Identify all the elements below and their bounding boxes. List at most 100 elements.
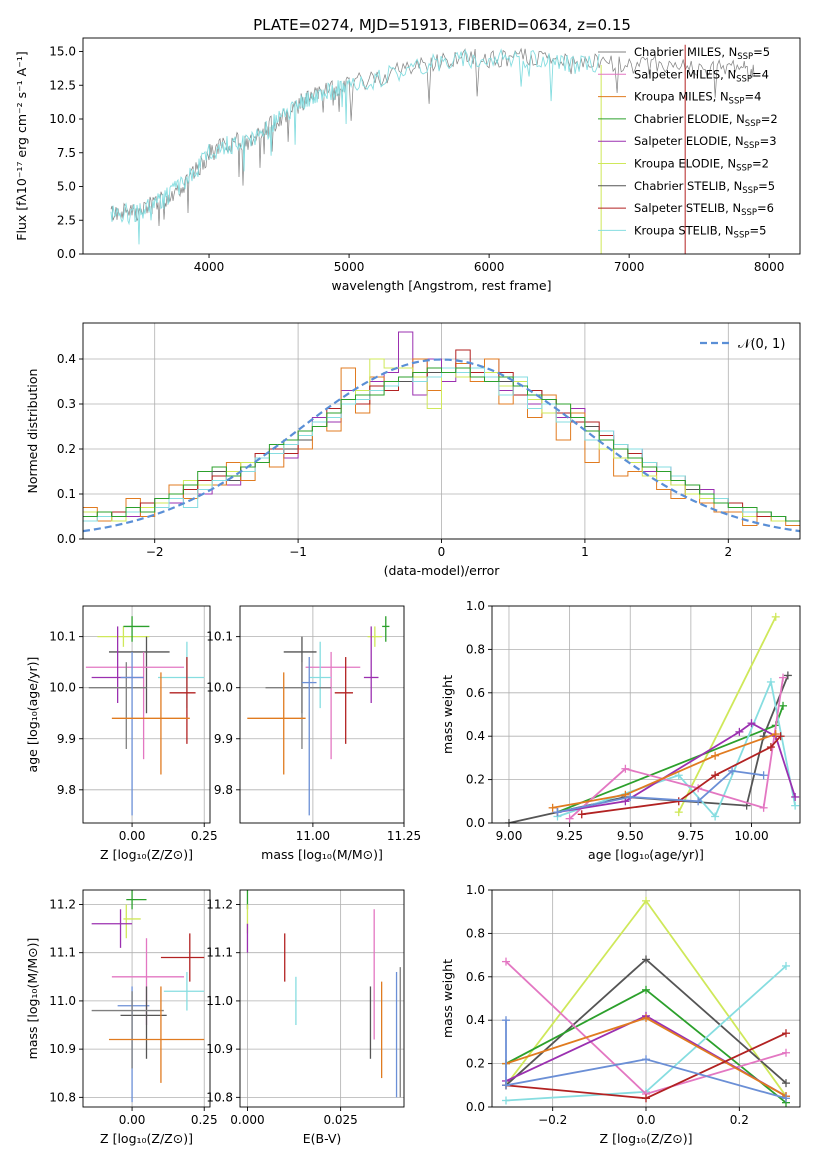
x-axis-label: Z [log₁₀(Z/Z⊙)] [600, 1131, 693, 1146]
legend-entry: Chabrier MILES, NSSP=5 [634, 45, 770, 62]
residual-histogram-panel: −2 −1 0 1 2 0.0 0.1 0.2 0.3 0.4 (data-model)/error… [25, 322, 801, 578]
histogram-steps [83, 367, 800, 539]
y-tick-label: 0.4 [466, 729, 485, 743]
plus-marker [766, 743, 775, 752]
y-axis-label: mass [log₁₀(M/M⊙)] [25, 938, 40, 1060]
y-tick-label: 0.4 [57, 352, 76, 366]
y-tick-label: 10.1 [206, 630, 233, 644]
plus-marker [779, 673, 788, 682]
error-bar-point [97, 626, 150, 647]
y-tick-label: 1.0 [466, 883, 485, 897]
y-tick-label: 0.0 [466, 1100, 485, 1114]
x-tick-label: 0.00 [119, 1113, 146, 1127]
y-tick-label: 15.0 [49, 45, 76, 59]
x-axis-label: wavelength [Angstrom, rest frame] [331, 278, 551, 293]
x-tick-label: 0.025 [323, 1113, 357, 1127]
x-axis-label: age [log₁₀(age/yr)] [588, 847, 704, 862]
y-axis-label: mass weight [440, 959, 455, 1038]
y-tick-label: 10.8 [49, 1090, 76, 1104]
y-tick-label: 0.0 [57, 532, 76, 546]
plus-marker [548, 803, 557, 812]
plus-marker [553, 808, 562, 817]
error-bar-point [305, 651, 361, 760]
y-tick-label: 10.0 [206, 681, 233, 695]
plot-area [83, 331, 800, 539]
x-tick-label: 11.00 [296, 829, 330, 843]
x-tick-label: 2 [724, 545, 732, 559]
error-bar-point [123, 616, 150, 642]
plus-marker [747, 719, 756, 728]
plus-marker [782, 1094, 790, 1103]
plus-marker [502, 1016, 510, 1025]
plus-marker [502, 1096, 510, 1105]
age-vs-mass-panel: 11.00 11.25 9.8 9.9 10.0 10.1 mass [log₁₀(M/M⊙… [206, 605, 421, 862]
axes-frame [82, 889, 211, 1108]
plus-marker [642, 955, 650, 964]
y-tick-label: 11.2 [206, 897, 233, 911]
plus-marker [621, 764, 630, 773]
y-tick-label: 5.0 [57, 180, 76, 194]
plot-area [502, 896, 790, 1107]
axes-frame [491, 605, 801, 824]
plus-marker [694, 797, 703, 806]
error-bar-point [283, 636, 317, 714]
x-axis-label: E(B-V) [303, 1131, 342, 1146]
plus-marker [711, 812, 720, 821]
error-bar-point [169, 657, 196, 744]
figure-title: PLATE=0274, MJD=51913, FIBERID=0634, z=0… [253, 16, 631, 34]
x-tick-label: 5000 [334, 260, 365, 274]
mass-weight-line [557, 678, 796, 819]
mass-weight-vs-age-panel: 9.00 9.25 9.50 9.75 10.00 0.0 0.2 0.4 0.6 0.8 1.0 a… [440, 599, 801, 862]
legend-entry: Chabrier ELODIE, NSSP=2 [634, 112, 778, 129]
plot-area [110, 44, 755, 254]
plus-marker [791, 801, 800, 810]
plus-marker [771, 730, 780, 739]
error-bar-point [123, 904, 141, 939]
legend-entry: Kroupa MILES, NSSP=4 [634, 90, 761, 107]
error-bar-point [367, 626, 383, 647]
x-tick-label: 0.25 [191, 829, 218, 843]
plot-area [247, 616, 390, 816]
x-tick-label: −2 [146, 545, 164, 559]
error-bar-point [160, 933, 205, 982]
y-tick-label: 0.3 [57, 397, 76, 411]
y-tick-label: 11.1 [49, 946, 76, 960]
x-axis-label: Z [log₁₀(Z/Z⊙)] [100, 847, 193, 862]
x-axis-label: (data-model)/error [384, 563, 501, 578]
plus-marker [728, 766, 737, 775]
y-tick-label: 0.8 [466, 926, 485, 940]
plus-marker [783, 671, 792, 680]
legend-entry: 𝒩(0, 1) [738, 337, 785, 352]
y-tick-label: 0.8 [466, 642, 485, 656]
x-tick-label: −1 [289, 545, 307, 559]
plus-marker [642, 1094, 650, 1103]
plus-marker [779, 701, 788, 710]
y-tick-label: 10.9 [206, 1042, 233, 1056]
error-bar-point [382, 616, 390, 642]
x-tick-label: 1 [581, 545, 589, 559]
plus-marker [565, 814, 574, 823]
plus-marker [782, 1048, 790, 1057]
mass-weight-vs-metallicity-panel: −0.2 0.0 0.2 0.0 0.2 0.4 0.6 0.8 1.0 Z [log₁₀(Z/Z… [440, 883, 801, 1146]
mass-vs-extinction-panel: 0.000 0.025 10.8 10.9 11.0 11.1 11.2 E(B-V) [206, 889, 405, 1146]
plus-marker [674, 808, 683, 817]
y-tick-label: 9.8 [57, 783, 76, 797]
y-tick-label: 9.9 [214, 732, 233, 746]
plus-marker [502, 957, 510, 966]
mass-weight-line [505, 1020, 787, 1100]
plus-marker [735, 727, 744, 736]
error-bar-point [91, 909, 133, 948]
y-tick-label: 10.1 [49, 630, 76, 644]
mass-weight-line [677, 616, 777, 813]
plot-area [91, 890, 205, 1103]
mass-weight-line [557, 769, 764, 813]
error-bar-point [108, 986, 205, 1083]
plus-marker [759, 803, 768, 812]
axes-frame [82, 605, 211, 824]
plus-marker [504, 819, 513, 823]
legend-entry: Salpeter MILES, NSSP=4 [634, 67, 769, 84]
x-tick-label: 4000 [194, 260, 225, 274]
y-tick-label: 0.2 [466, 773, 485, 787]
mass-weight-line [552, 733, 777, 809]
spectrum-models-line [110, 48, 600, 245]
